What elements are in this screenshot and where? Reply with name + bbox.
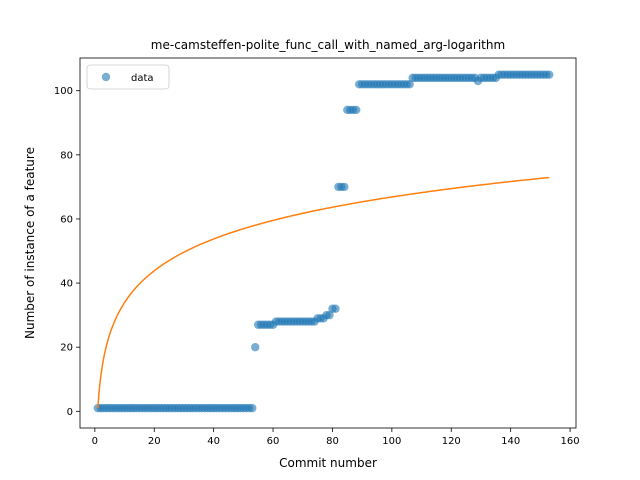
data-point [251,343,260,352]
x-axis-label: Commit number [279,456,377,470]
x-tick-label: 20 [148,436,161,447]
chart-title: me-camsteffen-polite_func_call_with_name… [151,38,505,52]
y-tick-label: 40 [60,279,73,290]
y-tick-label: 80 [60,150,73,161]
x-tick-label: 40 [207,436,220,447]
y-tick-label: 20 [60,343,73,354]
legend: data [86,64,170,90]
y-tick-label: 0 [67,407,73,418]
data-point [248,403,257,413]
data-point [340,182,349,192]
x-tick-label: 120 [442,436,461,447]
y-axis-label: Number of instance of a feature [23,147,37,339]
data-point [352,105,361,115]
legend-marker [101,72,111,82]
legend-box [86,64,170,90]
fit-line [97,176,550,409]
plot-area [93,70,554,413]
x-axis: 0 20 40 60 80 100 120 140 160 [92,428,580,447]
x-tick-label: 60 [267,436,280,447]
x-tick-label: 160 [561,436,580,447]
x-tick-label: 80 [326,436,339,447]
data-point [405,80,414,89]
x-tick-label: 0 [92,436,98,447]
data-point [331,304,340,313]
x-tick-label: 100 [382,436,401,447]
x-tick-label: 140 [501,436,520,447]
axes-frame [79,57,577,429]
y-axis: 0 20 40 60 80 100 [54,86,80,418]
y-tick-label: 100 [54,86,73,97]
data-point [545,70,554,79]
y-tick-label: 60 [60,214,73,225]
legend-label: data [131,73,154,84]
data-point [325,310,334,320]
